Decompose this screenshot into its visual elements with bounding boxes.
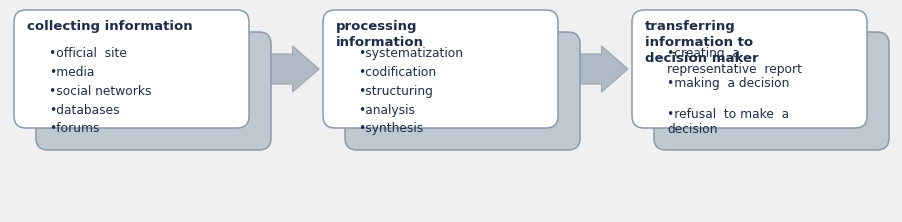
Text: •official  site: •official site bbox=[49, 47, 127, 60]
Text: •making  a decision: •making a decision bbox=[667, 77, 788, 90]
Text: •forums: •forums bbox=[49, 123, 99, 135]
Text: •creating  a
representative  report: •creating a representative report bbox=[667, 47, 801, 75]
FancyBboxPatch shape bbox=[345, 32, 579, 150]
FancyBboxPatch shape bbox=[631, 10, 866, 128]
FancyBboxPatch shape bbox=[653, 32, 888, 150]
FancyBboxPatch shape bbox=[323, 10, 557, 128]
Polygon shape bbox=[253, 46, 318, 92]
Text: •databases: •databases bbox=[49, 104, 119, 117]
Text: •analysis: •analysis bbox=[357, 104, 415, 117]
Text: •codification: •codification bbox=[357, 66, 436, 79]
Text: transferring
information to
decision maker: transferring information to decision mak… bbox=[644, 20, 758, 65]
Polygon shape bbox=[561, 46, 627, 92]
Text: collecting information: collecting information bbox=[27, 20, 192, 33]
Text: •refusal  to make  a
decision: •refusal to make a decision bbox=[667, 108, 788, 136]
Text: •structuring: •structuring bbox=[357, 85, 432, 98]
Text: •synthesis: •synthesis bbox=[357, 123, 423, 135]
Text: •media: •media bbox=[49, 66, 95, 79]
Text: •systematization: •systematization bbox=[357, 47, 463, 60]
Text: processing
information: processing information bbox=[336, 20, 424, 49]
FancyBboxPatch shape bbox=[14, 10, 249, 128]
Text: •social networks: •social networks bbox=[49, 85, 152, 98]
FancyBboxPatch shape bbox=[36, 32, 271, 150]
